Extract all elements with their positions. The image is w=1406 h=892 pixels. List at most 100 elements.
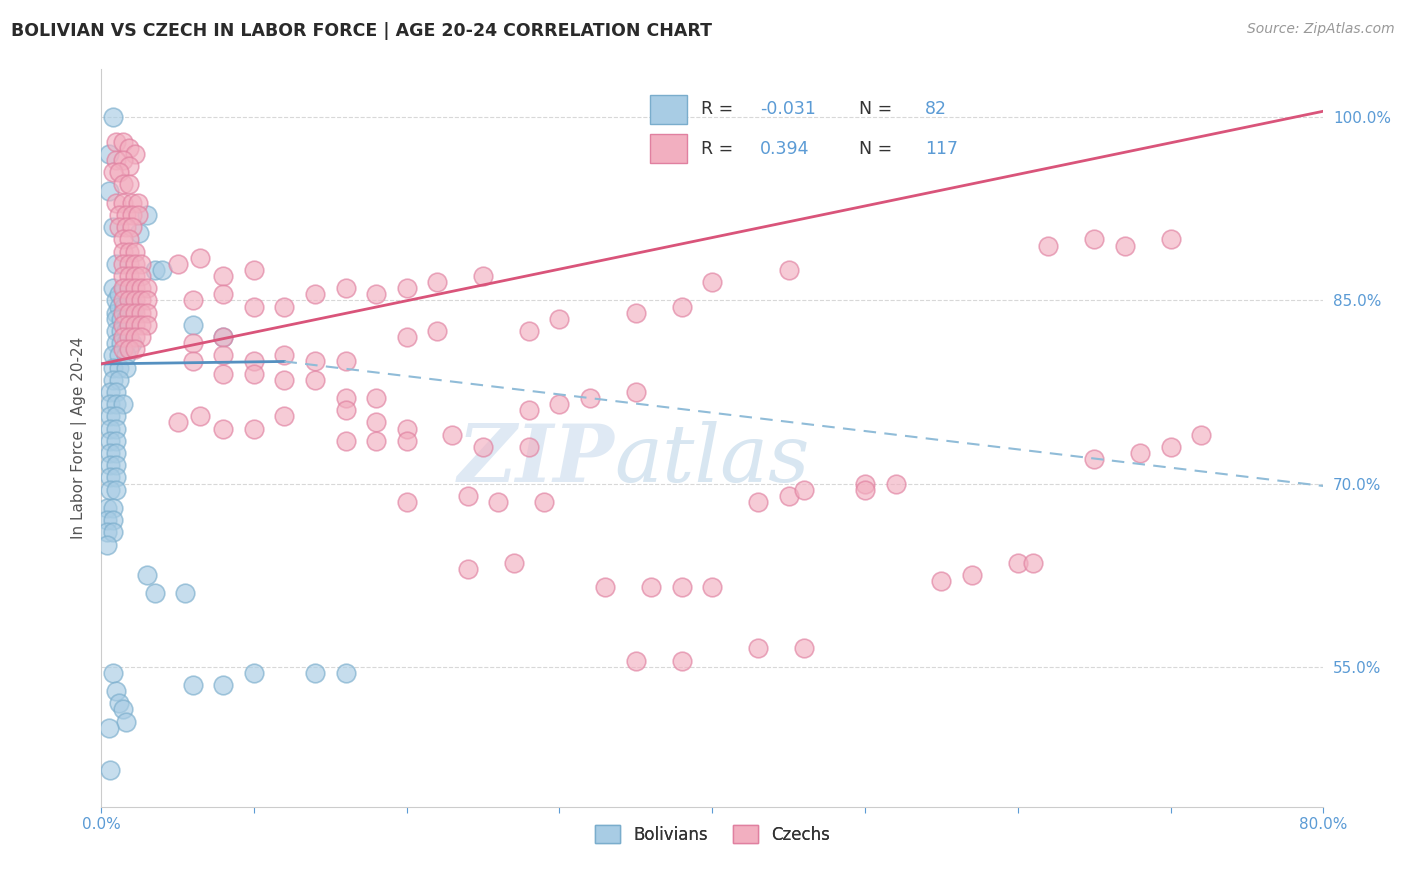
Point bbox=[129, 268, 152, 283]
Point bbox=[105, 305, 128, 319]
Point bbox=[110, 324, 132, 338]
Point bbox=[853, 483, 876, 497]
Point bbox=[98, 483, 121, 497]
Point bbox=[105, 684, 128, 698]
Point bbox=[1114, 238, 1136, 252]
Point bbox=[190, 409, 212, 424]
Point bbox=[793, 483, 815, 497]
Point bbox=[108, 300, 131, 314]
Point bbox=[472, 440, 495, 454]
Point bbox=[98, 446, 121, 460]
Point bbox=[212, 268, 235, 283]
Point bbox=[671, 300, 693, 314]
Point bbox=[181, 318, 204, 332]
Point bbox=[112, 281, 135, 295]
Point bbox=[121, 336, 143, 351]
Point bbox=[174, 586, 197, 600]
Point bbox=[335, 665, 357, 680]
Point bbox=[579, 391, 602, 405]
Point bbox=[304, 354, 326, 368]
Point bbox=[108, 373, 131, 387]
Point bbox=[111, 702, 134, 716]
Point bbox=[517, 324, 540, 338]
Point bbox=[103, 373, 125, 387]
Point bbox=[98, 470, 121, 484]
Point bbox=[1083, 232, 1105, 246]
Point bbox=[426, 324, 449, 338]
Point bbox=[273, 373, 295, 387]
Point bbox=[114, 208, 136, 222]
Point bbox=[112, 300, 135, 314]
Point bbox=[111, 318, 134, 332]
Point bbox=[97, 184, 120, 198]
Point bbox=[640, 580, 662, 594]
Point bbox=[1189, 427, 1212, 442]
Point bbox=[136, 281, 159, 295]
Point bbox=[120, 311, 142, 326]
Point bbox=[136, 318, 159, 332]
Point bbox=[702, 275, 724, 289]
Point bbox=[273, 300, 295, 314]
Point bbox=[97, 147, 120, 161]
Point bbox=[212, 287, 235, 301]
Point bbox=[96, 525, 118, 540]
Point bbox=[111, 257, 134, 271]
Point bbox=[395, 434, 418, 448]
Point bbox=[129, 305, 152, 319]
Point bbox=[111, 293, 134, 308]
Point bbox=[166, 257, 188, 271]
Point bbox=[304, 287, 326, 301]
Point bbox=[212, 330, 235, 344]
Point bbox=[108, 348, 131, 362]
Point bbox=[124, 300, 146, 314]
Point bbox=[98, 384, 121, 399]
Point bbox=[105, 195, 128, 210]
Point bbox=[108, 208, 131, 222]
Point bbox=[136, 568, 159, 582]
Point bbox=[778, 263, 800, 277]
Point bbox=[117, 159, 139, 173]
Point bbox=[181, 336, 204, 351]
Point bbox=[114, 348, 136, 362]
Point bbox=[243, 354, 266, 368]
Point bbox=[105, 257, 128, 271]
Point bbox=[457, 562, 479, 576]
Point bbox=[243, 263, 266, 277]
Point bbox=[103, 360, 125, 375]
Point bbox=[124, 281, 146, 295]
Point bbox=[124, 244, 146, 259]
Point bbox=[98, 764, 121, 778]
Point bbox=[105, 293, 128, 308]
Point bbox=[96, 513, 118, 527]
Point bbox=[105, 311, 128, 326]
Point bbox=[111, 232, 134, 246]
Point bbox=[103, 513, 125, 527]
Point bbox=[108, 165, 131, 179]
Point bbox=[111, 281, 134, 295]
Point bbox=[103, 220, 125, 235]
Point bbox=[273, 348, 295, 362]
Point bbox=[117, 232, 139, 246]
Point bbox=[117, 293, 139, 308]
Point bbox=[124, 257, 146, 271]
Point bbox=[114, 336, 136, 351]
Point bbox=[593, 580, 616, 594]
Point bbox=[304, 665, 326, 680]
Point bbox=[117, 178, 139, 192]
Point bbox=[111, 195, 134, 210]
Point bbox=[117, 343, 139, 357]
Point bbox=[117, 257, 139, 271]
Point bbox=[105, 324, 128, 338]
Point bbox=[853, 476, 876, 491]
Y-axis label: In Labor Force | Age 20-24: In Labor Force | Age 20-24 bbox=[72, 336, 87, 539]
Point bbox=[98, 421, 121, 435]
Point bbox=[114, 311, 136, 326]
Point bbox=[190, 251, 212, 265]
Point bbox=[472, 268, 495, 283]
Point bbox=[105, 153, 128, 167]
Point bbox=[96, 537, 118, 551]
Point bbox=[181, 354, 204, 368]
Point bbox=[108, 220, 131, 235]
Point bbox=[105, 397, 128, 411]
Point bbox=[108, 360, 131, 375]
